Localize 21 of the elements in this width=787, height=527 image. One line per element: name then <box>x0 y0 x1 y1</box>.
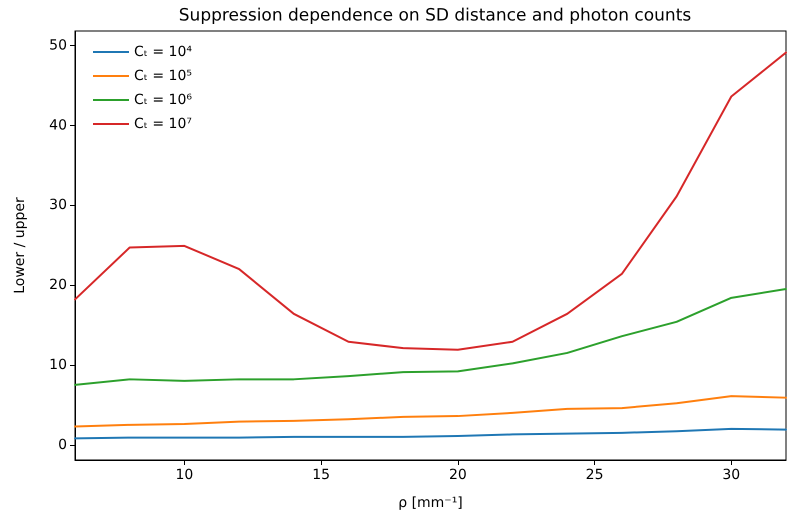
line-series <box>74 288 787 386</box>
y-tick-label: 20 <box>49 277 67 294</box>
x-tick-label: 20 <box>448 467 467 483</box>
x-tick-label: 25 <box>586 467 604 483</box>
y-tick-label: 10 <box>49 356 67 373</box>
x-axis-title: ρ [mm⁻¹] <box>398 495 463 511</box>
x-tick-label: 30 <box>722 467 740 483</box>
y-tick-label: 0 <box>58 436 67 453</box>
legend-label: Cₜ = 10⁶ <box>134 92 192 108</box>
legend-label: Cₜ = 10⁵ <box>134 68 192 84</box>
y-tick-label: 50 <box>49 37 67 54</box>
line-series <box>74 395 787 428</box>
line-series <box>74 428 787 440</box>
y-tick-label: 40 <box>49 117 67 134</box>
legend-label: Cₜ = 10⁷ <box>134 116 192 132</box>
chart-title: Suppression dependence on SD distance and photon counts <box>178 6 692 26</box>
x-tick-label: 15 <box>312 467 330 483</box>
legend-label: Cₜ = 10⁴ <box>134 44 192 60</box>
y-tick-label: 30 <box>49 197 67 214</box>
y-axis-title: Lower / upper <box>12 196 28 294</box>
x-tick-label: 10 <box>175 467 194 483</box>
